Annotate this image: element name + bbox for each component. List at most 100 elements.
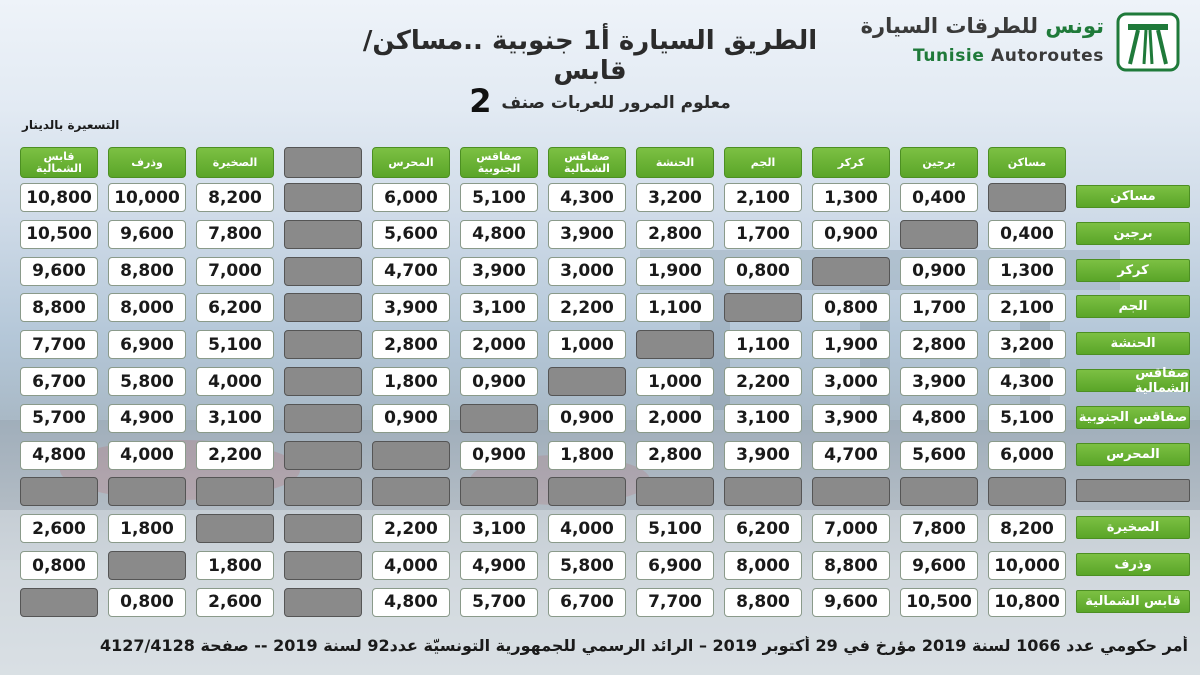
tariff-cell: 4,700 <box>812 440 890 470</box>
tariff-cell: 3,000 <box>812 367 890 396</box>
tariff-cell: 0,800 <box>812 293 890 323</box>
column-header: صفاقس الشمالية <box>548 147 626 178</box>
empty-cell <box>548 367 626 396</box>
empty-cell <box>284 514 362 544</box>
empty-cell <box>548 477 626 507</box>
tariff-cell: 10,800 <box>988 587 1066 617</box>
tariff-cell: 3,000 <box>548 256 626 286</box>
logo-ar-green: تونس <box>1045 14 1104 38</box>
tariff-cell: 6,200 <box>724 514 802 544</box>
empty-cell <box>636 477 714 507</box>
tariff-cell: 5,100 <box>988 403 1066 433</box>
vehicle-class-number: 2 <box>469 82 492 120</box>
legal-reference-footer: أمر حكومي عدد 1066 لسنة 2019 مؤرخ في 29 … <box>100 636 1188 655</box>
tariff-cell: 9,600 <box>20 256 98 286</box>
tariff-cell: 10,000 <box>988 551 1066 580</box>
tariff-cell: 9,600 <box>900 551 978 580</box>
tariff-cell: 0,900 <box>460 440 538 470</box>
tariff-cell: 2,200 <box>724 367 802 396</box>
tariff-cell: 10,800 <box>20 183 98 212</box>
column-header: مساكن <box>988 147 1066 178</box>
row-header: صفاقس الجنوبية <box>1076 405 1190 429</box>
empty-cell <box>196 514 274 544</box>
empty-cell <box>284 587 362 617</box>
tariff-cell: 8,800 <box>724 587 802 617</box>
tariff-cell: 4,800 <box>372 587 450 617</box>
tariff-cell: 0,900 <box>460 367 538 396</box>
tariff-cell: 5,600 <box>372 219 450 249</box>
empty-cell <box>372 440 450 470</box>
row-header: مساكن <box>1076 185 1190 208</box>
tariff-cell: 9,600 <box>108 219 186 249</box>
page-title: الطريق السيارة أ1 جنوبية ..مساكن/قابس <box>362 26 818 86</box>
tariff-cell: 4,800 <box>20 440 98 470</box>
tariff-cell: 4,800 <box>900 403 978 433</box>
empty-cell <box>900 477 978 507</box>
tariff-cell: 8,800 <box>20 293 98 323</box>
tariff-cell: 2,600 <box>20 514 98 544</box>
tariff-cell: 2,200 <box>372 514 450 544</box>
column-header: صفاقس الجنوبية <box>460 147 538 178</box>
empty-cell <box>812 477 890 507</box>
tariff-cell: 8,200 <box>988 514 1066 544</box>
tariff-cell: 0,900 <box>900 256 978 286</box>
brand-logo: تونس للطرقات السيارة Tunisie Autoroutes <box>861 10 1184 72</box>
tariff-cell: 6,000 <box>372 183 450 212</box>
logo-lat-green: Tunisie <box>913 46 985 66</box>
row-header <box>1076 479 1190 503</box>
tariff-cell: 7,000 <box>812 514 890 544</box>
tariff-cell: 4,800 <box>460 219 538 249</box>
empty-cell <box>284 440 362 470</box>
empty-cell <box>284 477 362 507</box>
tariff-cell: 7,700 <box>636 587 714 617</box>
tariff-cell: 5,100 <box>636 514 714 544</box>
row-header: وذرف <box>1076 553 1190 576</box>
tariff-cell: 8,200 <box>196 183 274 212</box>
tariff-cell: 5,800 <box>108 367 186 396</box>
tariff-cell: 0,900 <box>548 403 626 433</box>
tariff-cell: 3,900 <box>812 403 890 433</box>
tariff-cell: 4,900 <box>460 551 538 580</box>
empty-cell <box>988 183 1066 212</box>
tariff-cell: 6,700 <box>20 367 98 396</box>
tariff-cell: 1,800 <box>372 367 450 396</box>
tariff-cell: 1,300 <box>988 256 1066 286</box>
empty-cell <box>460 403 538 433</box>
tariff-cell: 1,700 <box>724 219 802 249</box>
tariff-cell: 5,100 <box>460 183 538 212</box>
tariff-cell: 1,800 <box>548 440 626 470</box>
tariff-cell: 1,800 <box>108 514 186 544</box>
empty-cell <box>284 219 362 249</box>
column-header: كركر <box>812 147 890 178</box>
row-header: المحرس <box>1076 442 1190 466</box>
tariff-cell: 0,400 <box>900 183 978 212</box>
tariff-cell: 2,800 <box>636 219 714 249</box>
tariff-cell: 6,200 <box>196 293 274 323</box>
tariff-cell: 3,900 <box>460 256 538 286</box>
tariff-cell: 2,600 <box>196 587 274 617</box>
tariff-cell: 10,500 <box>900 587 978 617</box>
row-header: صفاقس الشمالية <box>1076 366 1190 396</box>
logo-text-latin: Tunisie Autoroutes <box>913 46 1104 66</box>
row-header: قابس الشمالية <box>1076 589 1190 613</box>
tariff-cell: 4,300 <box>988 367 1066 396</box>
tariff-cell: 2,000 <box>636 403 714 433</box>
tariff-cell: 1,000 <box>636 367 714 396</box>
tariff-cell: 1,900 <box>636 256 714 286</box>
tariff-cell: 3,100 <box>196 403 274 433</box>
row-header: الجم <box>1076 295 1190 319</box>
tariff-cell: 10,000 <box>108 183 186 212</box>
tariff-cell: 8,800 <box>812 551 890 580</box>
tariff-cell: 1,900 <box>812 330 890 360</box>
tariff-cell: 3,200 <box>636 183 714 212</box>
tariff-cell: 6,900 <box>108 330 186 360</box>
row-header: الصخيرة <box>1076 516 1190 540</box>
tariff-cell: 4,000 <box>196 367 274 396</box>
tariff-cell: 7,000 <box>196 256 274 286</box>
logo-ar-dark: للطرقات السيارة <box>860 14 1046 38</box>
tariff-cell: 2,000 <box>460 330 538 360</box>
tariff-cell: 4,000 <box>548 514 626 544</box>
column-header: برجين <box>900 147 978 178</box>
tariff-cell: 9,600 <box>812 587 890 617</box>
empty-cell <box>108 551 186 580</box>
